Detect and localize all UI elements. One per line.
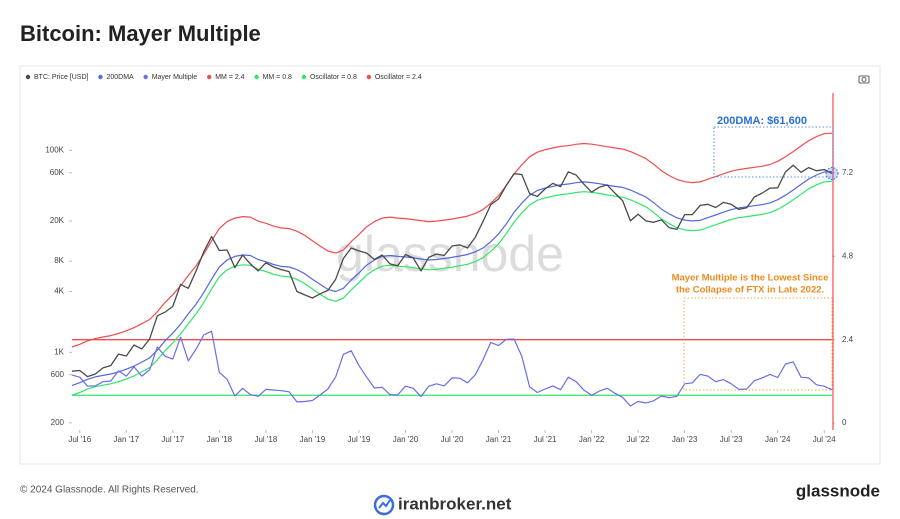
legend-swatch bbox=[254, 74, 259, 80]
x-tick-label: Jul '24 bbox=[813, 435, 836, 444]
series-line bbox=[71, 132, 833, 348]
series-line bbox=[71, 330, 833, 407]
y-tick-label: 8K bbox=[54, 256, 64, 265]
annotation: 200DMA: $61,600 bbox=[717, 115, 807, 127]
chart-title: Bitcoin: Mayer Multiple bbox=[20, 21, 261, 46]
x-tick-label: Jan '21 bbox=[486, 435, 512, 444]
x-tick-label: Jul '21 bbox=[534, 435, 557, 444]
x-tick-label: Jan '22 bbox=[579, 435, 605, 444]
x-tick-label: Jul '17 bbox=[161, 435, 184, 444]
x-tick-label: Jul '20 bbox=[441, 435, 464, 444]
y-tick-label: 100K bbox=[45, 145, 64, 154]
y2-tick-label: 0 bbox=[842, 418, 847, 427]
legend-label: Oscillator = 0.8 bbox=[310, 74, 357, 81]
series-line bbox=[71, 180, 833, 396]
legend-label: MM = 2.4 bbox=[215, 74, 244, 81]
camera-icon[interactable] bbox=[858, 75, 870, 84]
legend-swatch bbox=[143, 74, 148, 80]
x-tick-label: Jul '18 bbox=[254, 435, 277, 444]
x-tick-label: Jul '16 bbox=[68, 435, 91, 444]
annotation: the Collapse of FTX in Late 2022. bbox=[676, 285, 824, 296]
site-name: iranbroker.net bbox=[398, 494, 512, 513]
copyright: © 2024 Glassnode. All Rights Reserved. bbox=[20, 485, 199, 496]
y-tick-label: 1K bbox=[54, 347, 64, 356]
legend-label: Oscillator = 2.4 bbox=[375, 74, 422, 81]
legend-swatch bbox=[25, 74, 31, 80]
chart-card bbox=[19, 65, 881, 465]
annotation-box bbox=[683, 297, 833, 391]
y2-tick-label: 4.8 bbox=[842, 251, 854, 260]
x-tick-label: Jan '20 bbox=[393, 435, 419, 444]
x-tick-label: Jan '18 bbox=[207, 435, 233, 444]
site-logo bbox=[373, 494, 395, 516]
y2-tick-label: 2.4 bbox=[842, 335, 854, 344]
y-tick-label: 20K bbox=[50, 216, 65, 225]
legend-label: 200DMA bbox=[106, 74, 134, 81]
legend-label: Mayer Multiple bbox=[152, 74, 198, 81]
legend-swatch bbox=[301, 74, 307, 80]
y-tick-label: 200 bbox=[51, 418, 65, 427]
x-tick-label: Jan '23 bbox=[672, 435, 698, 444]
y-tick-label: 4K bbox=[54, 287, 64, 296]
legend-label: MM = 0.8 bbox=[263, 74, 292, 81]
y-tick-label: 600 bbox=[51, 370, 65, 379]
x-tick-label: Jan '24 bbox=[765, 435, 791, 444]
x-tick-label: Jul '22 bbox=[627, 435, 650, 444]
series-line bbox=[71, 164, 833, 378]
x-tick-label: Jan '17 bbox=[114, 435, 140, 444]
legend-label: BTC: Price [USD] bbox=[34, 74, 89, 81]
y-tick-label: 60K bbox=[50, 168, 65, 177]
annotation: Mayer Multiple is the Lowest Since bbox=[672, 273, 829, 284]
x-tick-label: Jan '19 bbox=[300, 435, 326, 444]
x-tick-label: Jul '19 bbox=[348, 435, 371, 444]
series-line bbox=[71, 171, 833, 386]
legend-swatch bbox=[98, 74, 103, 80]
brand: glassnode bbox=[796, 481, 880, 500]
watermark: glassnode bbox=[336, 226, 564, 282]
legend-swatch bbox=[207, 74, 212, 80]
x-tick-label: Jul '23 bbox=[720, 435, 743, 444]
highlight-point bbox=[825, 167, 839, 181]
annotation-box bbox=[713, 126, 834, 178]
legend-swatch bbox=[366, 74, 372, 80]
y2-tick-label: 7.2 bbox=[842, 168, 854, 177]
